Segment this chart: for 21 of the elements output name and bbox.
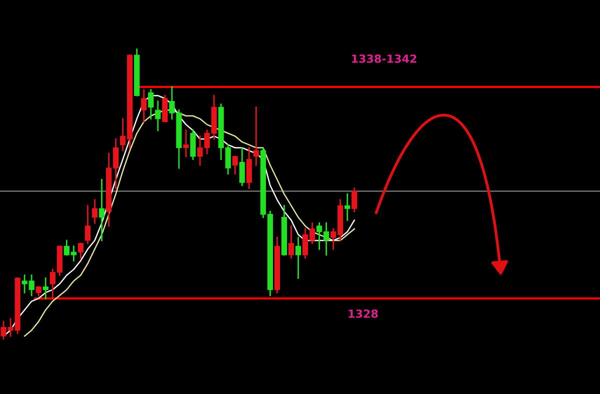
candlestick [232,156,238,175]
candlestick [84,204,91,244]
candlestick [92,199,98,224]
candlestick [98,178,105,242]
candlestick [344,193,350,221]
candlestick [155,100,161,132]
annotation: 1338-1342 [352,54,416,63]
candlestick [288,225,294,259]
candlestick [141,89,147,122]
candlestick [246,147,252,190]
candlestick [162,94,168,122]
annotation: 1328 [348,309,378,318]
candlestick [352,188,358,212]
candlestick [295,236,302,279]
candlestick [78,242,84,259]
candlestick [239,147,245,186]
candlestick [253,106,259,166]
candlestick [183,130,189,158]
candlestick [42,277,48,300]
candlestick [190,130,196,160]
candlestick [148,89,154,120]
